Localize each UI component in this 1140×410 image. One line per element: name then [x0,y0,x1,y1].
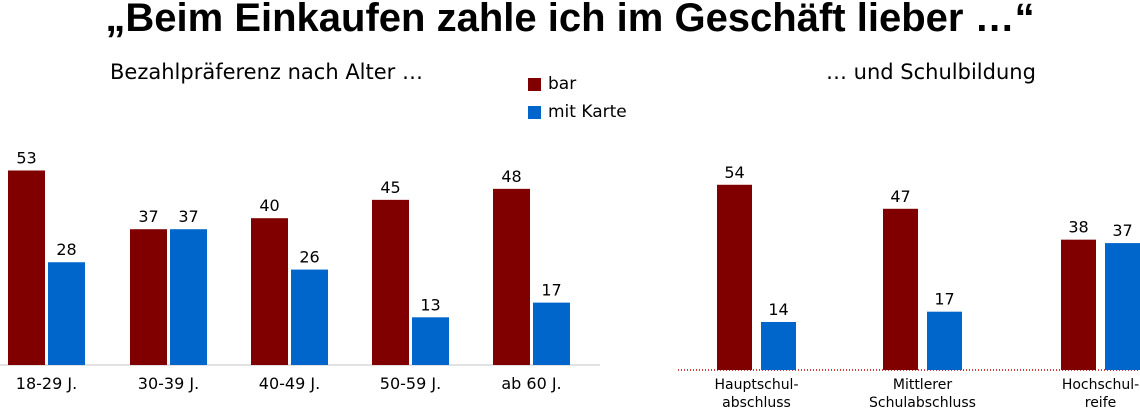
category-label: ab 60 J. [501,374,561,393]
legend-label-bar: bar [548,74,577,94]
bar-card [761,321,796,370]
data-label: 38 [1068,218,1088,237]
data-label: 17 [541,281,561,300]
category-label: Mittlerer [893,377,953,393]
category-label: reife [1085,395,1117,410]
bar-card [170,229,207,365]
category-label: abschluss [722,395,791,410]
bar-card [48,262,85,365]
bar-card [927,311,962,370]
category-label: Hochschul- [1062,377,1139,393]
subtitle-education: … und Schulbildung [826,60,1036,84]
bar-card [1105,243,1140,370]
data-label: 48 [501,167,521,186]
bar-cash [372,199,409,365]
data-label: 28 [56,240,76,259]
legend: bar mit Karte [528,70,627,126]
bar-cash [717,184,752,370]
data-label: 13 [420,295,440,314]
category-label: 30-39 J. [138,374,199,393]
bar-card [291,269,328,365]
subtitle-age: Bezahlpräferenz nach Alter … [110,60,423,84]
legend-item-card: mit Karte [528,98,627,126]
category-label: 18-29 J. [16,374,77,393]
bar-cash [1061,239,1096,370]
data-label: 54 [724,163,744,182]
category-label: 40-49 J. [259,374,320,393]
data-label: 53 [16,148,36,167]
data-label: 37 [138,207,158,226]
bar-cash [493,188,530,365]
data-label: 37 [1112,221,1132,240]
data-label: 47 [890,187,910,206]
bar-cash [883,208,918,370]
legend-swatch-bar [528,77,541,91]
bar-card [412,317,449,365]
legend-label-card: mit Karte [548,102,627,122]
data-label: 37 [178,207,198,226]
data-label: 40 [259,196,279,215]
legend-item-bar: bar [528,70,627,98]
bar-cash [130,229,167,365]
chart-title: „Beim Einkaufen zahle ich im Geschäft li… [105,0,1035,40]
data-label: 14 [768,300,788,319]
bar-cash [251,218,288,365]
category-label: 50-59 J. [380,374,441,393]
category-label: Hauptschul- [714,377,798,393]
category-label: Schulabschluss [869,395,976,410]
legend-swatch-card [528,105,541,119]
data-label: 26 [299,248,319,267]
bar-card [533,302,570,365]
data-label: 17 [934,290,954,309]
bar-cash [8,170,45,365]
data-label: 45 [380,178,400,197]
